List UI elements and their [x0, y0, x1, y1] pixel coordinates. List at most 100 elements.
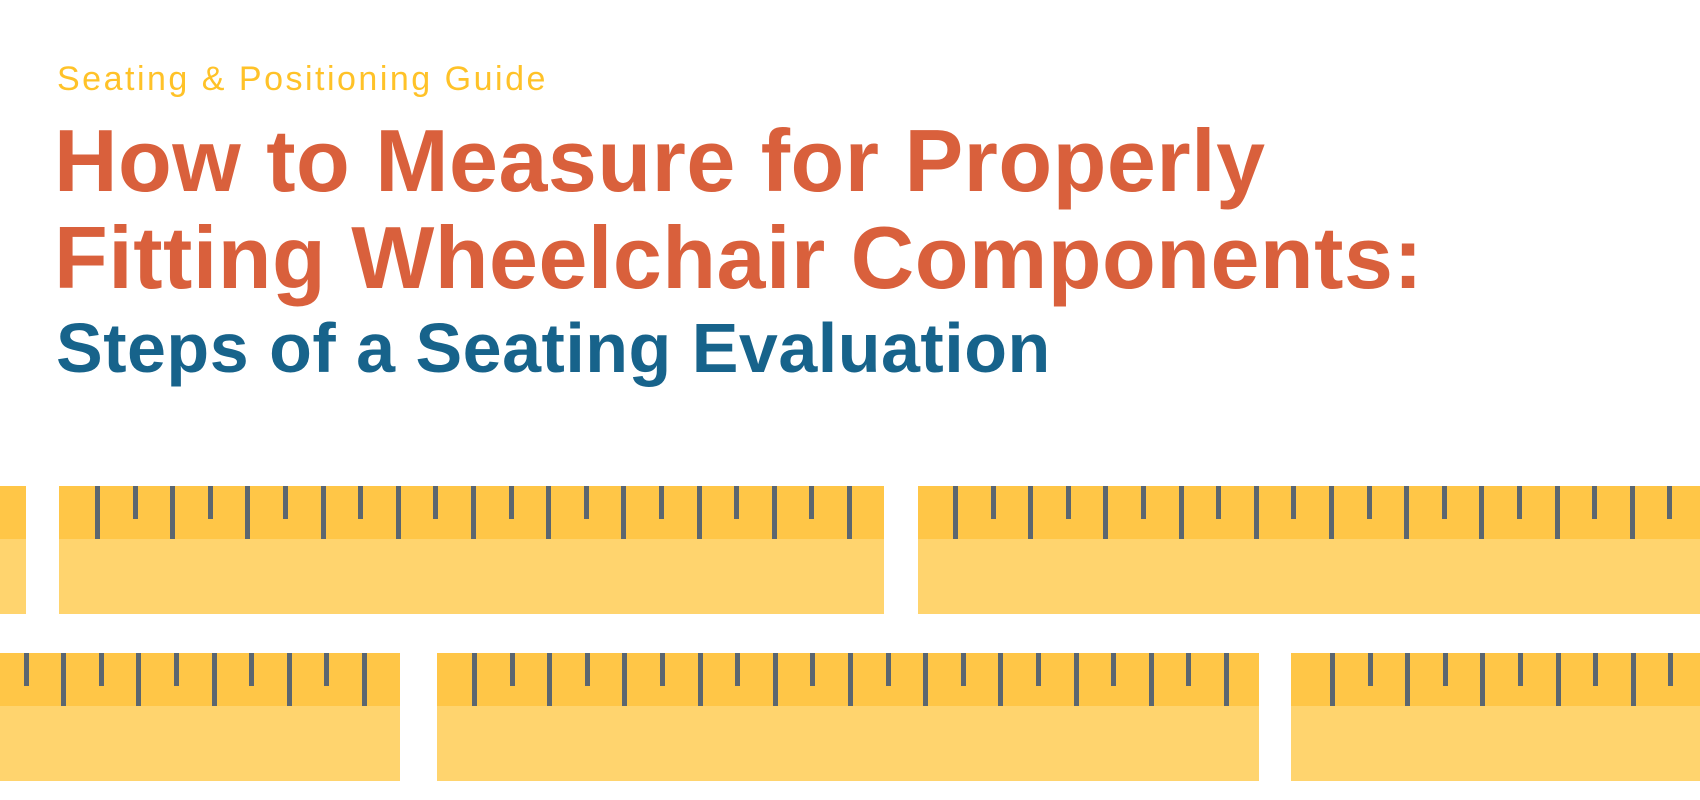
- ruler-tick: [510, 653, 515, 686]
- ruler-tick: [773, 653, 778, 706]
- ruler-row2-left: [0, 653, 400, 781]
- ruler-tick: [170, 486, 175, 539]
- ruler-tick: [283, 486, 288, 519]
- ruler-tick: [961, 653, 966, 686]
- ruler-tick: [358, 486, 363, 519]
- ruler-tick: [1036, 653, 1041, 686]
- page-title: How to Measure for Properly Fitting Whee…: [54, 112, 1423, 306]
- ruler-tick: [321, 486, 326, 539]
- ruler-tick: [886, 653, 891, 686]
- ruler-bottom-band: [437, 706, 1259, 781]
- ruler-tick: [923, 653, 928, 706]
- ruler-bottom-band: [1291, 706, 1700, 781]
- ruler-tick: [1149, 653, 1154, 706]
- ruler-tick: [1074, 653, 1079, 706]
- ruler-tick: [584, 486, 589, 519]
- ruler-tick: [1518, 653, 1523, 686]
- ruler-row1-main: [59, 486, 884, 614]
- ruler-top-band: [59, 486, 884, 539]
- ruler-tick: [1179, 486, 1184, 539]
- ruler-tick: [547, 653, 552, 706]
- ruler-row1-left-sliver: [0, 486, 26, 614]
- ruler-tick: [1442, 486, 1447, 519]
- ruler-tick: [998, 653, 1003, 706]
- ruler-tick: [953, 486, 958, 539]
- ruler-tick: [1291, 486, 1296, 519]
- page-title-line-2: Fitting Wheelchair Components:: [54, 208, 1424, 307]
- ruler-tick: [471, 486, 476, 539]
- ruler-bottom-band: [59, 539, 884, 614]
- ruler-tick: [1330, 653, 1335, 706]
- ruler-tick: [847, 486, 852, 539]
- ruler-tick: [546, 486, 551, 539]
- ruler-tick: [660, 653, 665, 686]
- ruler-tick: [659, 486, 664, 519]
- ruler-tick: [245, 486, 250, 539]
- ruler-tick: [810, 653, 815, 686]
- ruler-tick: [287, 653, 292, 706]
- ruler-top-band: [0, 486, 26, 539]
- ruler-tick: [362, 653, 367, 706]
- ruler-tick: [136, 653, 141, 706]
- ruler-tick: [1404, 486, 1409, 539]
- ruler-tick: [95, 486, 100, 539]
- ruler-bottom-band: [0, 539, 26, 614]
- ruler-tick: [734, 486, 739, 519]
- ruler-tick: [396, 486, 401, 539]
- ruler-tick: [1668, 653, 1673, 686]
- ruler-tick: [1111, 653, 1116, 686]
- ruler-tick: [1667, 486, 1672, 519]
- ruler-tick: [433, 486, 438, 519]
- ruler-tick: [24, 653, 29, 686]
- ruler-bottom-band: [918, 539, 1700, 614]
- ruler-top-band: [437, 653, 1259, 706]
- ruler-tick: [1224, 653, 1229, 706]
- ruler-tick: [1367, 486, 1372, 519]
- ruler-tick: [991, 486, 996, 519]
- ruler-tick: [772, 486, 777, 539]
- ruler-row2-right: [1291, 653, 1700, 781]
- ruler-tick: [1329, 486, 1334, 539]
- ruler-tick: [212, 653, 217, 706]
- ruler-tick: [1066, 486, 1071, 519]
- ruler-tick: [1479, 486, 1484, 539]
- ruler-tick: [1368, 653, 1373, 686]
- ruler-tick: [1556, 653, 1561, 706]
- ruler-tick: [61, 653, 66, 706]
- ruler-tick: [1555, 486, 1560, 539]
- ruler-tick: [1186, 653, 1191, 686]
- ruler-tick: [1254, 486, 1259, 539]
- ruler-tick: [698, 653, 703, 706]
- eyebrow-label: Seating & Positioning Guide: [57, 60, 548, 98]
- ruler-tick: [133, 486, 138, 519]
- ruler-tick: [1592, 486, 1597, 519]
- page-title-line-1: How to Measure for Properly: [54, 111, 1266, 210]
- ruler-tick: [1103, 486, 1108, 539]
- ruler-tick: [249, 653, 254, 686]
- ruler-tick: [809, 486, 814, 519]
- ruler-tick: [621, 486, 626, 539]
- ruler-tick: [735, 653, 740, 686]
- ruler-tick: [622, 653, 627, 706]
- ruler-top-band: [0, 653, 400, 706]
- ruler-top-band: [918, 486, 1700, 539]
- ruler-bottom-band: [0, 706, 400, 781]
- ruler-tick: [585, 653, 590, 686]
- ruler-row2-middle: [437, 653, 1259, 781]
- ruler-tick: [1141, 486, 1146, 519]
- ruler-tick: [1517, 486, 1522, 519]
- ruler-top-band: [1291, 653, 1700, 706]
- ruler-tick: [1480, 653, 1485, 706]
- ruler-tick: [174, 653, 179, 686]
- ruler-tick: [509, 486, 514, 519]
- ruler-tick: [1630, 486, 1635, 539]
- ruler-tick: [1631, 653, 1636, 706]
- ruler-tick: [1593, 653, 1598, 686]
- ruler-tick: [1443, 653, 1448, 686]
- ruler-tick: [697, 486, 702, 539]
- ruler-tick: [324, 653, 329, 686]
- ruler-tick: [1405, 653, 1410, 706]
- ruler-row1-right: [918, 486, 1700, 614]
- ruler-tick: [1028, 486, 1033, 539]
